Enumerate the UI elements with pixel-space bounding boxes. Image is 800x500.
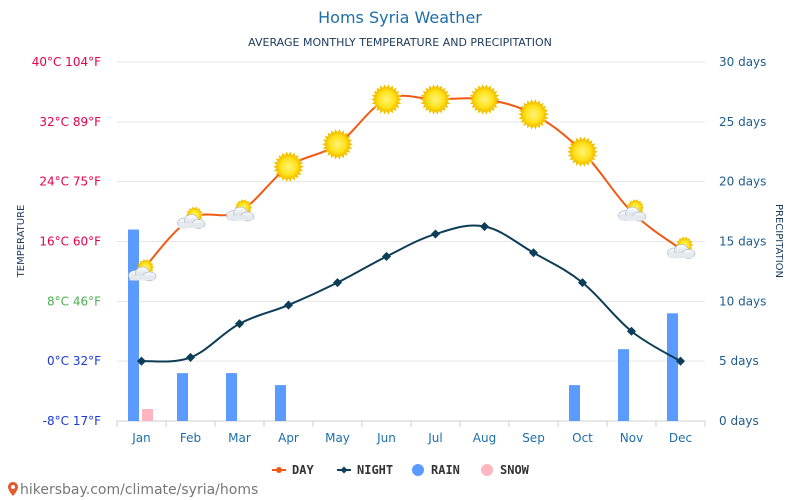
left-tick-label: 32°C 89°F: [39, 115, 101, 129]
partly-cloudy-icon: [667, 236, 696, 259]
x-tick-label: Dec: [669, 431, 692, 445]
night-point: [234, 319, 245, 329]
rain-bar: [275, 385, 286, 421]
legend-item-snow[interactable]: SNOW: [481, 463, 530, 477]
night-point: [479, 222, 490, 232]
left-tick-label: 16°C 60°F: [39, 235, 101, 249]
night-point: [430, 229, 441, 239]
left-tick-label: 24°C 75°F: [39, 175, 101, 189]
night-point: [577, 278, 588, 288]
night-point: [528, 248, 539, 258]
sun-icon: [371, 84, 402, 115]
right-axis-ticks: 30 days 25 days 20 days 15 days 10 days 5 day…: [719, 55, 766, 428]
night-point: [283, 300, 294, 310]
left-tick-label: 0°C 32°F: [47, 354, 101, 368]
precipitation-bars: [128, 229, 678, 421]
x-tick-label: Sep: [522, 431, 545, 445]
x-tick-label: Nov: [620, 431, 643, 445]
x-tick-label: Apr: [278, 431, 299, 445]
night-point: [136, 356, 147, 366]
legend-swatch: [481, 464, 493, 476]
chart-subtitle: AVERAGE MONTHLY TEMPERATURE AND PRECIPIT…: [248, 36, 552, 49]
left-tick-label: 40°C 104°F: [32, 55, 101, 69]
left-tick-label: 8°C 46°F: [47, 294, 101, 308]
legend-marker: [340, 466, 348, 474]
right-tick-label: 10 days: [719, 294, 766, 308]
left-axis-label: TEMPERATURE: [16, 205, 27, 279]
x-tick-label: Oct: [572, 431, 593, 445]
night-point: [381, 251, 392, 261]
night-point: [675, 356, 686, 366]
gridlines: [116, 61, 706, 427]
legend-label: SNOW: [500, 463, 530, 477]
rain-bar: [128, 229, 139, 421]
sun-icon: [518, 99, 549, 130]
rain-bar: [618, 349, 629, 421]
right-tick-label: 0 days: [719, 414, 759, 428]
right-tick-label: 5 days: [719, 354, 759, 368]
x-tick-label: May: [325, 431, 350, 445]
left-tick-label: -8°C 17°F: [43, 414, 101, 428]
legend: DAY NIGHT RAIN SNOW: [272, 463, 530, 477]
legend-item-rain[interactable]: RAIN: [412, 463, 460, 477]
rain-bar: [667, 313, 678, 421]
legend-label: RAIN: [431, 463, 460, 477]
map-pin-icon: [8, 482, 18, 496]
sun-icon: [567, 136, 598, 167]
partly-cloudy-icon: [128, 259, 157, 282]
right-axis-label: PRECIPITATION: [773, 204, 784, 278]
sun-icon: [469, 84, 500, 115]
rain-bar: [569, 385, 580, 421]
legend-marker: [276, 467, 282, 473]
weather-icons: [128, 84, 696, 282]
x-tick-label: Jun: [376, 431, 396, 445]
source-url[interactable]: hikersbay.com/climate/syria/homs: [20, 482, 258, 498]
partly-cloudy-icon: [226, 199, 255, 222]
x-tick-label: Feb: [180, 431, 201, 445]
legend-label: DAY: [292, 463, 314, 477]
legend-item-night[interactable]: NIGHT: [337, 463, 393, 477]
night-point: [185, 352, 196, 362]
legend-swatch: [412, 464, 424, 476]
legend-item-day[interactable]: DAY: [272, 463, 314, 477]
x-tick-label: Aug: [473, 431, 496, 445]
right-tick-label: 20 days: [719, 175, 766, 189]
x-tick-label: Mar: [228, 431, 251, 445]
sun-icon: [273, 151, 304, 182]
x-tick-label: Jul: [427, 431, 442, 445]
sun-icon: [420, 84, 451, 115]
chart-title: Homs Syria Weather: [318, 8, 482, 27]
rain-bar: [177, 373, 188, 421]
right-tick-label: 15 days: [719, 235, 766, 249]
night-line: [141, 224, 682, 363]
night-point: [332, 278, 343, 288]
sun-icon: [322, 129, 353, 160]
temperature-lines: [136, 94, 686, 366]
right-tick-label: 25 days: [719, 115, 766, 129]
right-tick-label: 30 days: [719, 55, 766, 69]
partly-cloudy-icon: [618, 199, 647, 222]
partly-cloudy-icon: [177, 206, 206, 229]
left-axis-ticks: 40°C 104°F 32°C 89°F 24°C 75°F 16°C 60°F 8°C…: [32, 55, 101, 428]
snow-bar: [142, 409, 153, 421]
x-tick-label: Jan: [131, 431, 151, 445]
x-axis-ticks: Jan Feb Mar Apr May Jun Jul Aug Sep Oct Nov Dec: [131, 431, 692, 445]
legend-label: NIGHT: [357, 463, 393, 477]
source-link[interactable]: hikersbay.com/climate/syria/homs: [8, 482, 258, 498]
rain-bar: [226, 373, 237, 421]
